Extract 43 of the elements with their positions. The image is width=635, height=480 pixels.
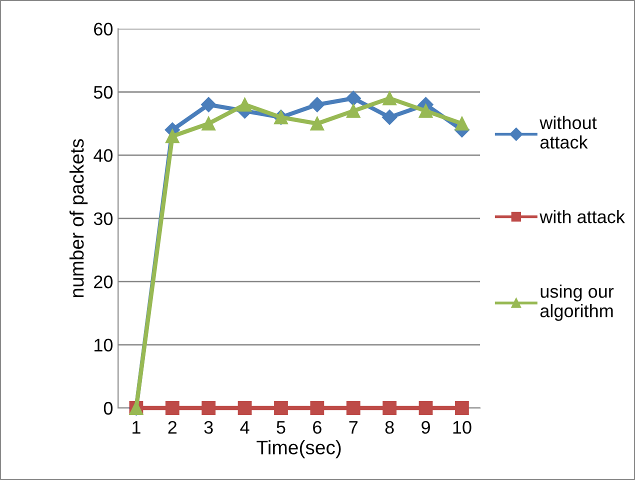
point — [382, 110, 398, 125]
legend-label: without attack — [540, 116, 597, 149]
point — [346, 401, 360, 415]
legend-label: with attack — [540, 210, 625, 224]
y-tick-label: 50 — [94, 86, 113, 99]
point — [418, 104, 433, 118]
x-tick-label: 7 — [349, 421, 358, 434]
y-axis-title: number of packets — [69, 139, 88, 298]
point — [238, 98, 252, 112]
point — [346, 104, 360, 118]
x-tick-label: 1 — [132, 421, 140, 434]
x-tick-label: 8 — [385, 420, 394, 434]
y-tick-label: 0 — [104, 402, 113, 415]
point — [382, 401, 397, 415]
point — [382, 91, 397, 106]
point — [455, 116, 469, 131]
point — [310, 97, 325, 112]
y-tick-label: 60 — [94, 22, 113, 36]
y-tick-label: 20 — [94, 276, 113, 288]
x-tick-label: 9 — [422, 420, 430, 434]
x-tick-label: 4 — [240, 421, 250, 434]
x-tick-label: 5 — [276, 421, 286, 434]
legend-label: using our algorithm — [540, 284, 614, 321]
x-tick-label: 3 — [204, 420, 213, 434]
point — [346, 90, 361, 106]
point — [238, 401, 252, 415]
point — [274, 401, 288, 415]
x-tick-label: 6 — [313, 420, 322, 434]
point — [165, 129, 180, 144]
point — [418, 401, 433, 415]
x-tick-label: 10 — [453, 420, 472, 434]
point — [310, 401, 324, 415]
y-tick-label: 40 — [94, 149, 113, 162]
x-tick-label: 2 — [168, 420, 177, 434]
y-tick-label: 30 — [94, 212, 113, 226]
y-tick-label: 10 — [94, 338, 113, 352]
point — [202, 116, 216, 131]
point — [201, 97, 216, 112]
point — [165, 401, 180, 415]
point — [202, 401, 216, 415]
x-axis-title: Time(sec) — [256, 440, 341, 458]
point — [310, 116, 324, 131]
point — [455, 401, 469, 415]
